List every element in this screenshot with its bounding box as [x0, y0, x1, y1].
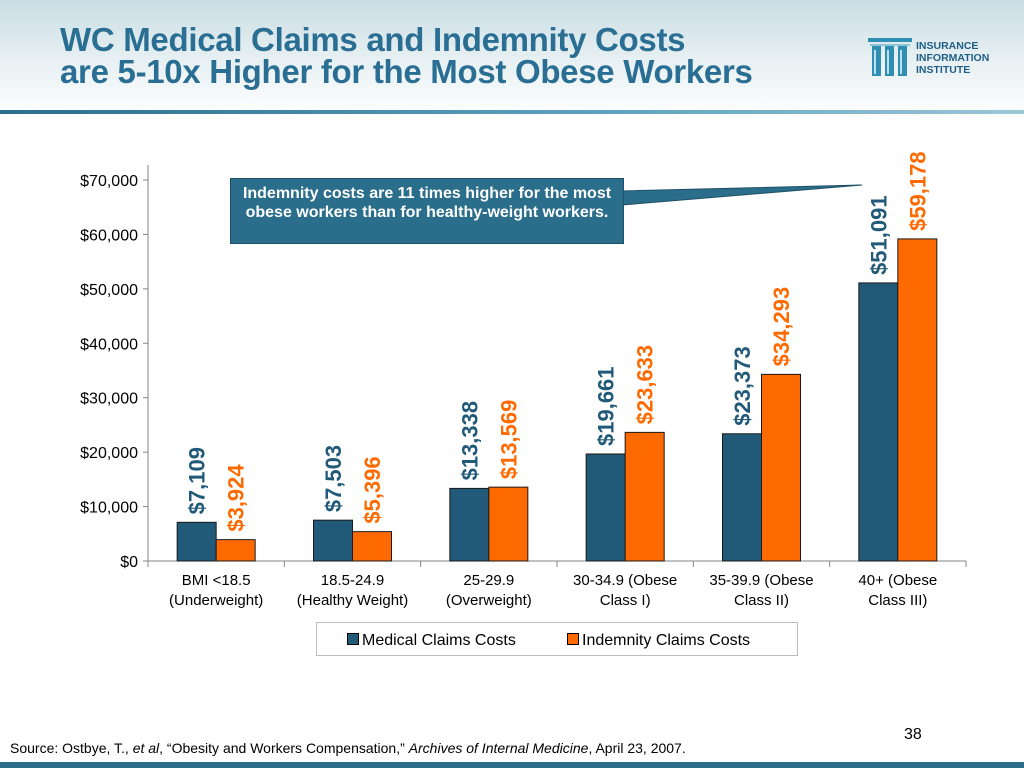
- data-label-indemnity: $34,293: [769, 287, 794, 367]
- header-band: [0, 0, 1024, 118]
- callout-box: Indemnity costs are 11 times higher for …: [230, 178, 624, 244]
- data-label-medical: $19,661: [594, 366, 619, 446]
- source-date: , April 23, 2007.: [588, 740, 686, 756]
- logo-wordmark: INSURANCE INFORMATION INSTITUTE: [916, 40, 989, 76]
- legend-swatch-indemnity: [567, 633, 579, 645]
- y-tick-label: $0: [120, 554, 138, 571]
- y-tick-label: $10,000: [80, 500, 138, 517]
- bar-indemnity: [761, 373, 801, 562]
- x-category-label: 35-39.9 (Obese: [709, 572, 813, 589]
- legend-label-indemnity: Indemnity Claims Costs: [582, 632, 751, 649]
- bar-medical: [722, 433, 762, 562]
- x-category-label: 18.5-24.9: [321, 572, 384, 589]
- data-label-indemnity: $5,396: [360, 456, 385, 523]
- data-label-indemnity: $13,569: [496, 400, 521, 480]
- footer-rule: [0, 762, 1024, 768]
- bar-medical: [858, 282, 899, 562]
- iii-logo: INSURANCE INFORMATION INSTITUTE: [868, 36, 1018, 80]
- y-tick-label: $60,000: [80, 227, 138, 244]
- y-tick-label: $30,000: [80, 391, 138, 408]
- source-etal: et al: [132, 740, 160, 756]
- bar-indemnity: [488, 486, 529, 562]
- bar-medical: [585, 453, 626, 562]
- iii-logo-icon: [868, 38, 912, 76]
- y-tick-label: $20,000: [80, 445, 138, 462]
- y-tick-label: $40,000: [80, 336, 138, 353]
- source-article: , “Obesity and Workers Compensation,”: [159, 740, 409, 756]
- chart-legend: Medical Claims Costs Indemnity Claims Co…: [316, 622, 798, 656]
- x-category-label: (Underweight): [169, 592, 263, 609]
- source-journal: Archives of Internal Medicine: [408, 740, 589, 756]
- x-category-label: 40+ (Obese: [858, 572, 937, 589]
- x-category-label: Class III): [868, 592, 927, 609]
- x-category-label: 30-34.9 (Obese: [573, 572, 677, 589]
- x-category-label: (Healthy Weight): [297, 592, 408, 609]
- data-label-medical: $51,091: [866, 195, 891, 275]
- y-tick-label: $50,000: [80, 282, 138, 299]
- bar-medical: [449, 487, 490, 562]
- x-category-label: 25-29.9: [463, 572, 514, 589]
- data-label-medical: $7,503: [321, 445, 346, 512]
- legend-label-medical: Medical Claims Costs: [362, 632, 516, 649]
- data-label-indemnity: $23,633: [633, 345, 658, 425]
- data-label-indemnity: $59,178: [905, 151, 930, 231]
- bar-medical: [313, 519, 353, 562]
- source-prefix: Source: Ostbye, T.,: [10, 740, 133, 756]
- bar-indemnity: [897, 238, 938, 562]
- logo-line-3: INSTITUTE: [916, 64, 971, 76]
- callout-pointer: [621, 184, 863, 206]
- x-category-label: (Overweight): [446, 592, 532, 609]
- legend-swatch-medical: [347, 633, 359, 645]
- data-label-medical: $7,109: [185, 447, 210, 514]
- bar-indemnity: [215, 539, 256, 562]
- data-label-medical: $23,373: [730, 346, 755, 426]
- bar-medical: [176, 521, 217, 562]
- data-label-indemnity: $3,924: [224, 464, 249, 532]
- source-citation: Source: Ostbye, T., et al, “Obesity and …: [10, 740, 686, 756]
- legend-item-indemnity: Indemnity Claims Costs: [567, 632, 750, 650]
- legend-item-medical: Medical Claims Costs: [347, 632, 516, 650]
- y-tick-label: $70,000: [80, 173, 138, 190]
- bar-indemnity: [352, 531, 392, 562]
- title-line-2: are 5-10x Higher for the Most Obese Work…: [60, 53, 753, 90]
- header-rule: [0, 110, 1024, 114]
- x-category-label: Class II): [734, 592, 789, 609]
- x-category-label: BMI <18.5: [182, 572, 251, 589]
- slide-title: WC Medical Claims and Indemnity Costs ar…: [60, 21, 860, 90]
- title-line-1: WC Medical Claims and Indemnity Costs: [60, 21, 686, 58]
- bar-indemnity: [624, 431, 665, 562]
- logo-line-1: INSURANCE: [916, 40, 979, 52]
- page-number: 38: [904, 726, 922, 743]
- logo-line-2: INFORMATION: [916, 52, 990, 64]
- data-label-medical: $13,338: [457, 401, 482, 481]
- x-category-label: Class I): [600, 592, 651, 609]
